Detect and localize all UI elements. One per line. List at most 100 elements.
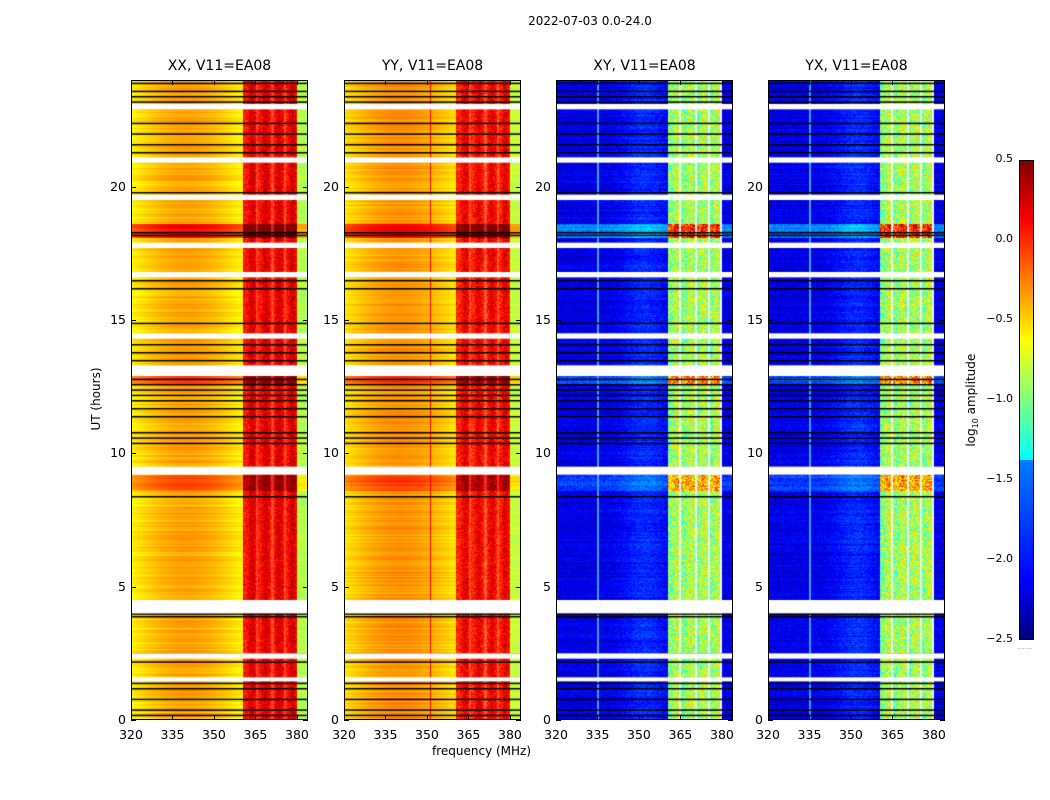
x-tick-mark — [638, 715, 640, 720]
y-tick-label: 10 — [110, 445, 126, 461]
x-tick-mark — [638, 80, 640, 85]
x-tick-mark — [344, 80, 345, 85]
y-tick-mark — [131, 186, 136, 188]
colorbar-label-rest: amplitude — [963, 353, 978, 419]
y-tick-label: 0 — [118, 712, 126, 727]
x-tick-label: 365 — [668, 727, 693, 742]
y-tick-mark — [516, 453, 521, 455]
x-tick-mark — [213, 80, 215, 85]
y-tick-label: 10 — [323, 445, 339, 461]
x-tick-mark — [597, 715, 599, 720]
y-tick-mark — [516, 586, 521, 588]
panel-1: YY, V11=EA08 320 335 350 365 380 0 5 10 15 20 — [323, 58, 522, 742]
colorbar-label: log10 amplitude — [964, 340, 980, 460]
y-tick-label: 0 — [755, 712, 763, 727]
y-tick-label: 20 — [110, 178, 126, 194]
x-tick-mark — [344, 715, 345, 720]
y-tick-mark — [940, 186, 945, 188]
y-tick-label: 5 — [755, 578, 763, 594]
y-tick-mark — [516, 186, 521, 188]
y-tick-mark — [344, 720, 349, 721]
panel-3: YX, V11=EA08 320 335 350 365 380 0 5 10 15 20 — [747, 58, 946, 742]
y-tick-label: 5 — [543, 578, 551, 594]
x-tick-mark — [172, 715, 174, 720]
y-tick-label: 15 — [535, 312, 551, 327]
x-tick-mark — [509, 715, 511, 720]
x-tick-mark — [131, 715, 132, 720]
x-tick-mark — [426, 715, 428, 720]
y-tick-mark — [303, 720, 308, 721]
y-tick-mark — [303, 586, 308, 588]
y-tick-label: 5 — [118, 578, 126, 594]
x-tick-label: 365 — [243, 727, 268, 742]
x-tick-mark — [680, 715, 682, 720]
x-tick-label: 380 — [710, 727, 734, 742]
panel-title: XX, V11=EA08 — [167, 58, 272, 74]
x-tick-label: 320 — [119, 727, 143, 742]
y-tick-mark — [728, 320, 733, 321]
y-tick-mark — [344, 320, 349, 321]
y-tick-mark — [768, 453, 773, 455]
y-tick-label: 0 — [543, 712, 551, 727]
heatmap-1 — [344, 80, 521, 720]
x-tick-mark — [768, 715, 769, 720]
y-tick-label: 15 — [747, 312, 763, 327]
colorbar-tick-label: 0.5 — [995, 152, 1014, 165]
y-tick-mark — [768, 320, 773, 321]
axes-frame — [344, 80, 521, 720]
axes-frame — [556, 80, 733, 720]
x-tick-label: 350 — [627, 727, 651, 742]
x-tick-mark — [933, 80, 935, 85]
y-tick-mark — [768, 186, 773, 188]
x-tick-mark — [809, 715, 811, 720]
x-tick-mark — [768, 80, 769, 85]
panel-0: XX, V11=EA08 320 335 350 365 380 0 5 10 15 20 — [110, 58, 309, 742]
colorbar-tick-label: −2.5 — [986, 632, 1013, 645]
x-tick-mark — [721, 80, 723, 85]
x-tick-label: 335 — [585, 727, 610, 742]
x-tick-label: 350 — [202, 727, 226, 742]
y-tick-mark — [556, 186, 561, 188]
x-tick-mark — [426, 80, 428, 85]
y-tick-mark — [303, 320, 308, 321]
y-tick-mark — [556, 320, 561, 321]
x-tick-mark — [255, 80, 257, 85]
x-tick-mark — [172, 80, 174, 85]
x-tick-mark — [213, 715, 215, 720]
y-tick-mark — [728, 186, 733, 188]
y-tick-mark — [768, 720, 773, 721]
x-tick-mark — [892, 715, 894, 720]
axes-frame — [768, 80, 945, 720]
y-tick-label: 15 — [323, 312, 339, 327]
colorbar-tick-label: −2.0 — [986, 552, 1013, 565]
y-tick-mark — [940, 720, 945, 721]
panel-title: XY, V11=EA08 — [593, 58, 696, 74]
axes-frame — [131, 80, 308, 720]
y-tick-label: 20 — [323, 178, 339, 194]
x-tick-mark — [255, 715, 257, 720]
colorbar-tick-label: −1.0 — [986, 392, 1013, 405]
x-tick-label: 335 — [373, 727, 398, 742]
y-tick-label: 5 — [331, 578, 339, 594]
x-tick-mark — [680, 80, 682, 85]
x-tick-label: 350 — [839, 727, 863, 742]
y-tick-mark — [131, 453, 136, 455]
figure-title: 2022-07-03 0.0-24.0 — [528, 14, 652, 28]
x-tick-mark — [933, 715, 935, 720]
y-tick-label: 10 — [747, 445, 763, 461]
y-tick-mark — [344, 453, 349, 455]
y-tick-label: 20 — [535, 178, 551, 194]
x-tick-label: 380 — [922, 727, 946, 742]
panel-title: YX, V11=EA08 — [805, 58, 908, 74]
y-tick-mark — [728, 720, 733, 721]
colorbar-extend-marker: ...... — [1017, 642, 1033, 651]
y-tick-mark — [131, 320, 136, 321]
y-tick-label: 10 — [535, 445, 551, 461]
x-tick-label: 335 — [797, 727, 822, 742]
x-tick-mark — [556, 715, 557, 720]
y-tick-label: 20 — [747, 178, 763, 194]
x-tick-label: 335 — [160, 727, 185, 742]
y-tick-mark — [516, 720, 521, 721]
y-tick-label: 15 — [110, 312, 126, 327]
x-tick-mark — [809, 80, 811, 85]
